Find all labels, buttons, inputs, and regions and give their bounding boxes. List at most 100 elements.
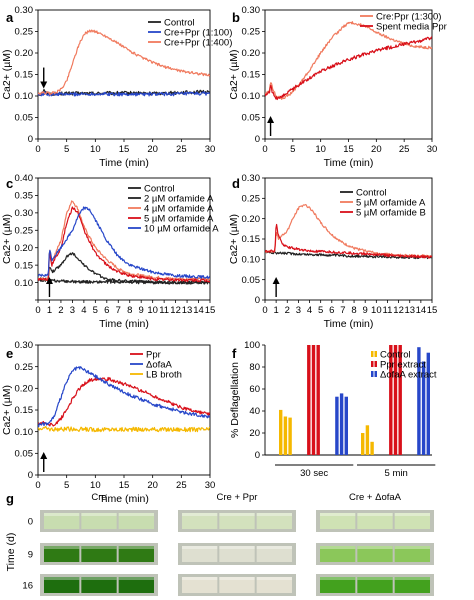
y-tick-label: 0.30 [15, 5, 34, 16]
well [182, 513, 218, 529]
well [81, 577, 117, 593]
x-tick-label: 7 [116, 305, 121, 316]
x-tick-label: 10 [371, 305, 382, 316]
arrow-head [40, 452, 48, 459]
legend-swatch [374, 351, 377, 357]
legend-label: Cre+Ppr (1:400) [164, 37, 232, 48]
well-highlight [44, 513, 80, 516]
legend-label: 2 µM orfamide A [144, 193, 214, 204]
legend-swatch [371, 361, 374, 367]
well-highlight [256, 546, 292, 549]
well [256, 577, 292, 593]
legend-label: Control [356, 187, 387, 198]
legend-swatch [371, 371, 374, 377]
well [182, 546, 218, 562]
arrow-head [40, 81, 48, 89]
well-highlight [44, 546, 80, 549]
series-line-1 [38, 91, 210, 97]
legend-label: 10 µM orfamide A [144, 223, 219, 234]
well-highlight [256, 513, 292, 516]
x-tick-label: 25 [176, 480, 187, 491]
bar-0-0 [361, 433, 365, 455]
well-highlight [320, 546, 356, 549]
y-axis-label: Ca2+ (µM) [228, 214, 240, 264]
well [118, 577, 154, 593]
y-axis-label: Ca2+ (µM) [1, 49, 13, 99]
x-tick-label: 11 [383, 305, 393, 316]
y-axis-label: % Deflagellation [229, 362, 241, 438]
x-tick-label: 30 [205, 144, 216, 155]
legend-label: ΔofaA extract [380, 369, 437, 380]
legend-swatch [371, 351, 374, 357]
x-tick-label: 11 [159, 305, 169, 316]
bar-0-2 [288, 417, 292, 455]
legend-swatch [374, 371, 377, 377]
y-tick-label: 0.40 [15, 173, 34, 184]
y-tick-label: 0.05 [242, 113, 261, 124]
column-header: Cre [91, 492, 106, 503]
well-highlight [182, 546, 218, 549]
bar-0-1 [283, 416, 288, 455]
y-tick-label: 0.20 [15, 384, 34, 395]
x-tick-label: 2 [58, 305, 63, 316]
well [81, 513, 117, 529]
y-tick-label: 0.30 [15, 340, 34, 351]
y-tick-label: 0.25 [242, 194, 261, 205]
series-line-0 [38, 278, 210, 285]
x-tick-label: 20 [147, 480, 158, 491]
well-highlight [44, 577, 80, 580]
x-tick-label: 4 [307, 305, 312, 316]
x-tick-label: 20 [371, 144, 382, 155]
y-tick-label: 0.30 [15, 208, 34, 219]
well [357, 513, 393, 529]
well [118, 513, 154, 529]
well-highlight [394, 513, 430, 516]
legend-label: ΔofaA [146, 359, 173, 370]
series-line-2 [38, 426, 210, 433]
series-line-3 [38, 206, 210, 283]
x-tick-label: 20 [147, 144, 158, 155]
y-tick-label: 0.15 [15, 405, 34, 416]
bar-0-1 [365, 425, 370, 455]
x-tick-label: 0 [262, 305, 267, 316]
y-tick-label: 0.15 [242, 70, 261, 81]
x-tick-label: 15 [343, 144, 354, 155]
panel-e: e 0 0.05 0.10 0.15 0.20 0.25 0.30 0 5 10 15 20 25 30 Ti… [1, 340, 215, 505]
bar-0-2 [370, 441, 374, 455]
arrow-head [45, 277, 53, 284]
x-tick-label: 25 [399, 144, 410, 155]
series-line-1 [265, 36, 432, 101]
arrow-head [272, 277, 280, 284]
series-line-2 [265, 223, 432, 259]
series-line-2 [38, 29, 210, 96]
x-tick-label: 5 [64, 144, 69, 155]
bar-2-0 [335, 396, 339, 455]
well [118, 546, 154, 562]
y-tick-label: 0.05 [15, 113, 34, 124]
panel-g: g Cre Cre + Ppr Cre + ΔofaA Time (d) 0 9 16 [5, 491, 434, 596]
x-axis-label: Time (min) [99, 157, 149, 169]
plot-frame [264, 177, 433, 301]
x-tick-label: 15 [119, 480, 130, 491]
y-tick-label: 0.10 [15, 278, 34, 289]
x-tick-label: 5 [290, 144, 295, 155]
x-tick-label: 30 [427, 144, 438, 155]
well [357, 546, 393, 562]
y-tick-label: 0 [255, 295, 260, 306]
y-tick-label: 0.20 [242, 48, 261, 59]
well [320, 546, 356, 562]
plot-frame [37, 344, 211, 476]
series-line-1 [38, 252, 210, 285]
well-highlight [118, 577, 154, 580]
y-tick-label: 0.25 [242, 27, 261, 38]
panel-letter: g [6, 491, 14, 506]
series-line-1 [38, 366, 210, 428]
panel-c: c0.100.150.200.250.300.350.400 1 2 3 4 5 6 7 8 9 1… [1, 173, 219, 330]
well-highlight [118, 513, 154, 516]
y-tick-label: 0.25 [15, 225, 34, 236]
y-tick-label: 0.10 [242, 91, 261, 102]
series-line-0 [265, 250, 432, 260]
well-highlight [357, 546, 393, 549]
x-tick-label: 1 [273, 305, 278, 316]
category-label: 5 min [385, 468, 408, 479]
